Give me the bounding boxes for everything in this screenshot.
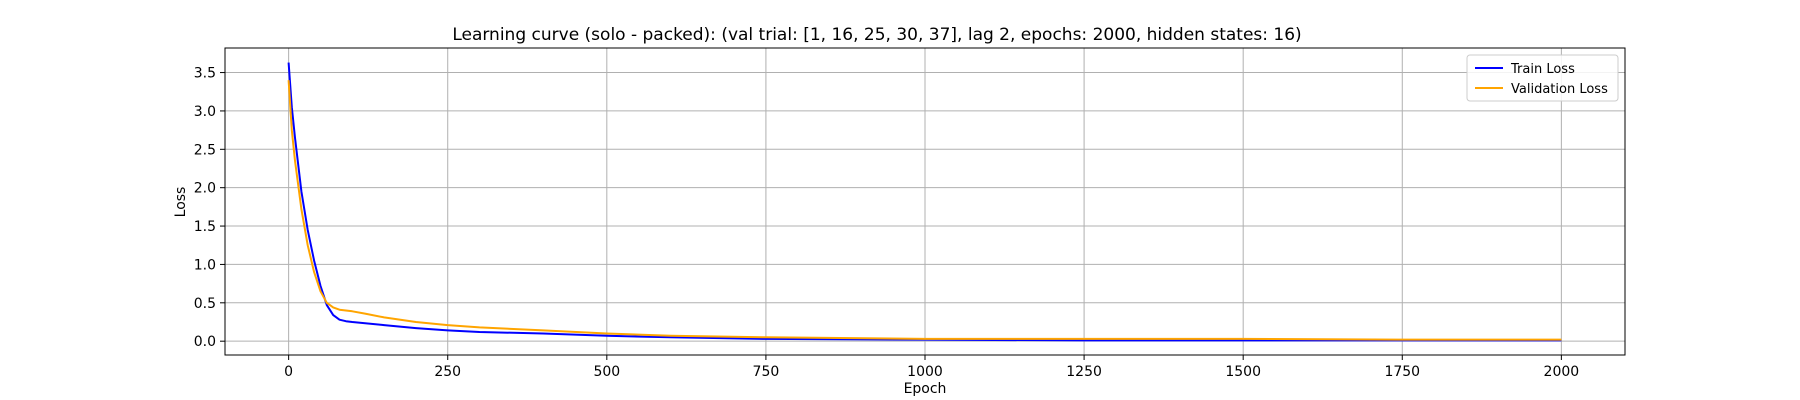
- x-tick-label: 250: [434, 364, 461, 380]
- legend-label: Train Loss: [1510, 62, 1575, 77]
- x-tick-label: 0: [284, 364, 293, 380]
- y-axis-label: Loss: [173, 187, 189, 218]
- y-tick-label: 3.0: [194, 104, 216, 120]
- x-axis-label: Epoch: [904, 381, 947, 397]
- x-tick-label: 2000: [1544, 364, 1580, 380]
- x-axis: 0 250 500 750 1000 1250 1500 1750 2000: [284, 355, 1579, 380]
- x-tick-label: 1500: [1225, 364, 1261, 380]
- series-lines: [287, 62, 1562, 342]
- x-tick-label: 1250: [1066, 364, 1102, 380]
- y-tick-label: 2.0: [194, 181, 216, 197]
- grid: [225, 48, 1625, 355]
- y-tick-label: 0.0: [194, 334, 216, 350]
- series-line-validation-loss: [287, 80, 1562, 341]
- legend-box: [1466, 54, 1619, 102]
- legend-label: Validation Loss: [1511, 82, 1608, 97]
- legend: Train Loss Validation Loss: [1466, 54, 1619, 102]
- y-axis: 0.0 0.5 1.0 1.5 2.0 2.5 3.0 3.5: [194, 66, 225, 350]
- x-tick-label: 1750: [1384, 364, 1420, 380]
- y-tick-label: 1.0: [194, 257, 216, 273]
- x-tick-label: 750: [753, 364, 780, 380]
- x-tick-label: 1000: [907, 364, 943, 380]
- chart-title: Learning curve (solo - packed): (val tri…: [452, 25, 1301, 45]
- y-tick-label: 3.5: [194, 66, 216, 82]
- y-tick-label: 2.5: [194, 142, 216, 158]
- x-tick-label: 500: [593, 364, 620, 380]
- y-tick-label: 0.5: [194, 296, 216, 312]
- y-tick-label: 1.5: [194, 219, 216, 235]
